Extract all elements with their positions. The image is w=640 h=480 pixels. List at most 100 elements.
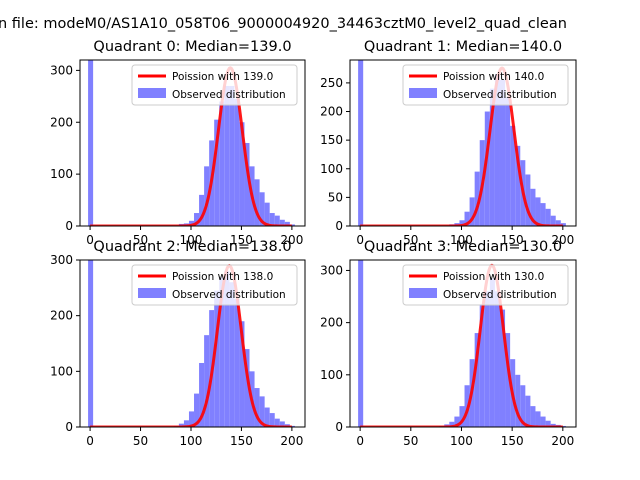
y-tick-label: 200 — [50, 309, 73, 323]
x-tick-label: 100 — [180, 434, 203, 448]
legend-patch-swatch — [138, 88, 166, 98]
histogram-bar — [194, 393, 200, 427]
histogram-bar — [515, 374, 521, 427]
x-tick-label: 0 — [356, 233, 364, 247]
histogram-bar — [259, 192, 265, 226]
poisson-fit-line — [89, 66, 293, 226]
x-tick-label: 50 — [133, 233, 148, 247]
histogram-bar — [289, 425, 295, 427]
panel-title: Quadrant 3: Median=130.0 — [364, 239, 562, 255]
panel-title: Quadrant 2: Median=138.0 — [93, 239, 291, 255]
histogram-bar — [499, 309, 506, 427]
histogram-bar — [535, 411, 541, 427]
histogram-bar — [474, 333, 480, 427]
axes-frame — [349, 59, 577, 227]
y-tick-label: 100 — [50, 364, 73, 378]
panel-1: 0 50 100 150 200 0 50 100 150 200 250 Quadrant 1: M… — [320, 39, 577, 247]
histogram-bar — [550, 423, 556, 427]
y-tick-label: 50 — [328, 190, 343, 204]
histogram-bar — [289, 224, 295, 226]
legend: Poission with 130.0 Observed distribution — [402, 264, 569, 306]
histogram-bar — [219, 101, 225, 226]
histogram-bar — [284, 221, 290, 226]
y-tick-label: 200 — [320, 316, 343, 330]
legend: Poission with 140.0 Observed distribution — [402, 64, 569, 106]
histogram-bar — [239, 321, 245, 427]
y-tick-label: 300 — [320, 263, 343, 277]
histogram-bar — [214, 290, 220, 427]
y-tick-label: 100 — [320, 368, 343, 382]
x-tick-label: 100 — [450, 233, 473, 247]
y-tick-label: 0 — [335, 219, 343, 233]
y-tick-label: 0 — [65, 219, 73, 233]
x-tick-label: 150 — [230, 434, 253, 448]
x-tick-label: 150 — [501, 434, 524, 448]
legend-label-observed: Observed distribution — [443, 89, 557, 101]
histogram-bar — [545, 420, 551, 427]
legend-label-observed: Observed distribution — [172, 289, 286, 301]
histogram-bar — [234, 98, 240, 226]
histogram-bar — [214, 119, 220, 226]
histogram-bar — [178, 423, 184, 427]
histogram-bar — [229, 282, 235, 427]
histogram-bar — [489, 88, 495, 226]
x-tick-label: 0 — [86, 233, 94, 247]
histogram-bar — [540, 416, 546, 427]
poisson-fit-line — [89, 264, 293, 427]
histogram-bar — [239, 122, 245, 226]
panel-2: 0 50 100 150 200 0 100 200 300 Quadrant 2: Median… — [50, 239, 306, 448]
histogram-bar — [560, 425, 566, 427]
histogram-bar — [449, 421, 455, 427]
legend-patch-swatch — [409, 288, 437, 298]
histogram-bar — [515, 145, 521, 226]
y-tick-label: 300 — [50, 253, 73, 267]
histogram-bar — [88, 60, 94, 226]
histogram-bar — [494, 74, 500, 226]
legend-label-poisson: Poission with 130.0 — [443, 271, 544, 283]
legend-patch-swatch — [138, 288, 166, 298]
histogram-bar — [545, 208, 551, 226]
legend-label-poisson: Poission with 139.0 — [172, 71, 273, 83]
histogram-bar — [264, 407, 270, 427]
legend-patch-swatch — [409, 88, 437, 98]
legend: Poission with 138.0 Observed distribution — [131, 264, 298, 306]
legend: Poission with 139.0 Observed distribution — [131, 64, 298, 106]
histogram-bar — [464, 211, 470, 226]
histogram-bar — [234, 298, 240, 427]
histogram-bar — [469, 197, 475, 226]
histogram-bar — [505, 333, 511, 427]
y-tick-label: 250 — [320, 76, 343, 90]
panels-group: 0 50 100 150 200 0 100 200 300 Quadrant 0: Median… — [50, 39, 577, 448]
poisson-fit-line — [359, 66, 564, 226]
x-tick-label: 200 — [551, 434, 574, 448]
x-tick-label: 50 — [403, 434, 418, 448]
histogram-bar — [229, 85, 235, 226]
legend-box — [402, 64, 569, 106]
histogram-bar — [244, 349, 250, 427]
histogram-bar — [269, 213, 275, 226]
histogram-bar — [219, 276, 225, 427]
x-tick-label: 50 — [403, 233, 418, 247]
x-tick-label: 100 — [180, 233, 203, 247]
y-tick-label: 0 — [65, 420, 73, 434]
poisson-fit-line — [359, 263, 564, 427]
histogram-bar — [279, 421, 285, 427]
histogram-bars — [88, 260, 295, 427]
x-tick-label: 0 — [356, 434, 364, 448]
figure-suptitle: n file: modeM0/AS1A10_058T06_9000004920_… — [0, 16, 567, 32]
legend-label-poisson: Poission with 138.0 — [172, 271, 273, 283]
y-tick-label: 300 — [50, 63, 73, 77]
histogram-bar — [224, 85, 230, 226]
histogram-bar — [269, 413, 275, 427]
histogram-bar — [204, 166, 210, 226]
axes-frame — [349, 259, 577, 428]
histogram-bar — [259, 396, 265, 427]
histogram-bar — [204, 335, 210, 427]
histogram-bar — [264, 202, 270, 226]
histogram-bar — [505, 97, 511, 226]
y-tick-label: 150 — [320, 133, 343, 147]
histogram-bar — [535, 197, 541, 226]
x-tick-label: 0 — [86, 434, 94, 448]
panel-0: 0 50 100 150 200 0 100 200 300 Quadrant 0: Median… — [50, 39, 306, 247]
histogram-bar — [530, 188, 536, 226]
